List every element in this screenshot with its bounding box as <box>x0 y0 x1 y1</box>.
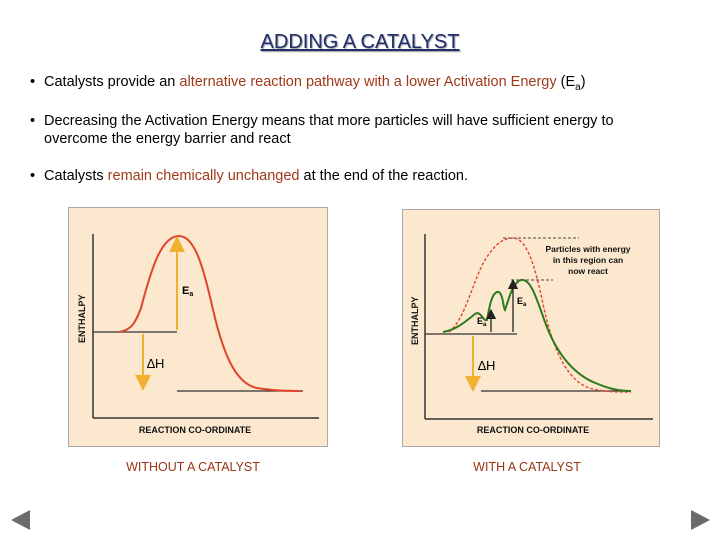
uncatalysed-curve <box>118 234 302 392</box>
note-box <box>523 238 645 280</box>
bullet-3: • Catalysts remain chemically unchanged … <box>30 167 680 185</box>
y-axis-label: ENTHALPY <box>77 294 87 343</box>
bullet-dot: • <box>30 74 36 90</box>
x-axis-label: REACTION CO-ORDINATE <box>477 425 589 435</box>
note-line-2: in this region can <box>553 255 623 265</box>
ea-upper-label: Ea <box>517 296 527 308</box>
bullet-dot: • <box>30 168 36 184</box>
bullet-1-post: (E <box>556 74 576 90</box>
bullet-1-end: ) <box>580 74 586 90</box>
bullet-dot: • <box>30 113 36 129</box>
y-axis-label: ENTHALPY <box>410 296 420 345</box>
right-triangle-icon[interactable] <box>691 510 710 530</box>
page-title: ADDING A CATALYST <box>260 31 460 53</box>
bullet-1-sub: a <box>575 81 581 93</box>
bullet-1-pre: Catalysts provide an <box>44 74 180 90</box>
ea-label: Ea <box>182 285 193 298</box>
bullet-3-post: at the end of the reaction. <box>299 168 468 184</box>
note-line-1: Particles with energy <box>545 244 630 254</box>
diagram-with-catalyst: Particles with energy in this region can… <box>402 209 660 447</box>
x-axis-label: REACTION CO-ORDINATE <box>139 425 251 435</box>
bullet-1: • Catalysts provide an alternative react… <box>30 73 680 97</box>
delta-h-label: ∆H <box>478 358 495 373</box>
ea-lower-label: Ea <box>477 316 487 328</box>
bullet-3-pre: Catalysts <box>44 168 108 184</box>
caption-without-catalyst: WITHOUT A CATALYST <box>126 460 260 474</box>
energy-profile-catalysed: Particles with energy in this region can… <box>410 234 653 435</box>
energy-profile-uncatalysed: Ea ∆H ENTHALPY REACTION CO-ORDINATE <box>77 234 319 435</box>
caption-with-catalyst: WITH A CATALYST <box>473 460 581 474</box>
bullet-2: • Decreasing the Activation Energy means… <box>30 112 680 148</box>
bullet-1-text: Catalysts provide an alternative reactio… <box>30 73 680 97</box>
left-triangle-icon[interactable] <box>11 510 30 530</box>
delta-h-label: ∆H <box>147 356 164 371</box>
bullet-1-highlight: alternative reaction pathway with a lowe… <box>179 74 557 90</box>
catalysed-curve <box>442 278 632 392</box>
bullet-2-text: Decreasing the Activation Energy means t… <box>44 113 614 147</box>
diagram-without-catalyst: Ea ∆H ENTHALPY REACTION CO-ORDINATE <box>68 207 328 447</box>
note-line-3: now react <box>568 266 608 276</box>
bullet-3-text: Catalysts remain chemically unchanged at… <box>30 167 680 185</box>
bullet-3-highlight: remain chemically unchanged <box>107 168 300 184</box>
